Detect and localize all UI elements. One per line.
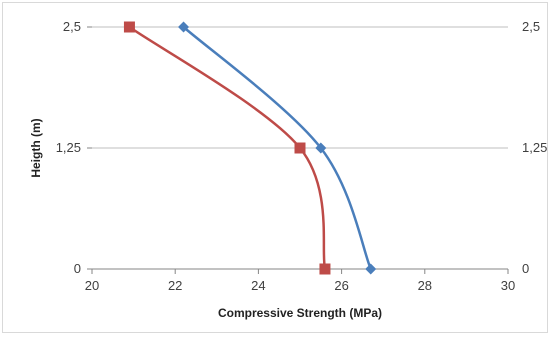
series-0-point-1 bbox=[315, 142, 327, 154]
y-tick-label-1: 1,25 bbox=[56, 140, 81, 155]
x-tick-label-5: 30 bbox=[501, 278, 515, 293]
series-1-point-2 bbox=[123, 21, 135, 33]
tick-labels: 20 22 24 26 28 30 0 1,25 2,5 0 1,25 2,5 bbox=[56, 19, 548, 293]
series-1-point-0 bbox=[319, 263, 331, 275]
axes bbox=[87, 26, 509, 274]
y2-tick-label-1: 1,25 bbox=[522, 140, 547, 155]
x-tick-label-3: 26 bbox=[334, 278, 348, 293]
x-tick-label-2: 24 bbox=[251, 278, 265, 293]
x-tick-label-1: 22 bbox=[168, 278, 182, 293]
y-axis-title: Heigth (m) bbox=[29, 118, 43, 177]
y-tick-label-2: 2,5 bbox=[63, 19, 81, 34]
y2-tick-label-2: 2,5 bbox=[522, 19, 540, 34]
chart-border bbox=[2, 2, 548, 333]
series-0-point-2 bbox=[178, 21, 190, 33]
y2-tick-label-0: 0 bbox=[522, 261, 529, 276]
series-1-point-1 bbox=[294, 142, 306, 154]
x-tick-label-4: 28 bbox=[418, 278, 432, 293]
x-axis-title: Compressive Strength (MPa) bbox=[218, 306, 382, 320]
x-tick-label-0: 20 bbox=[85, 278, 99, 293]
y-tick-label-0: 0 bbox=[74, 261, 81, 276]
series-layer bbox=[123, 21, 377, 275]
series-0-point-0 bbox=[365, 263, 377, 275]
